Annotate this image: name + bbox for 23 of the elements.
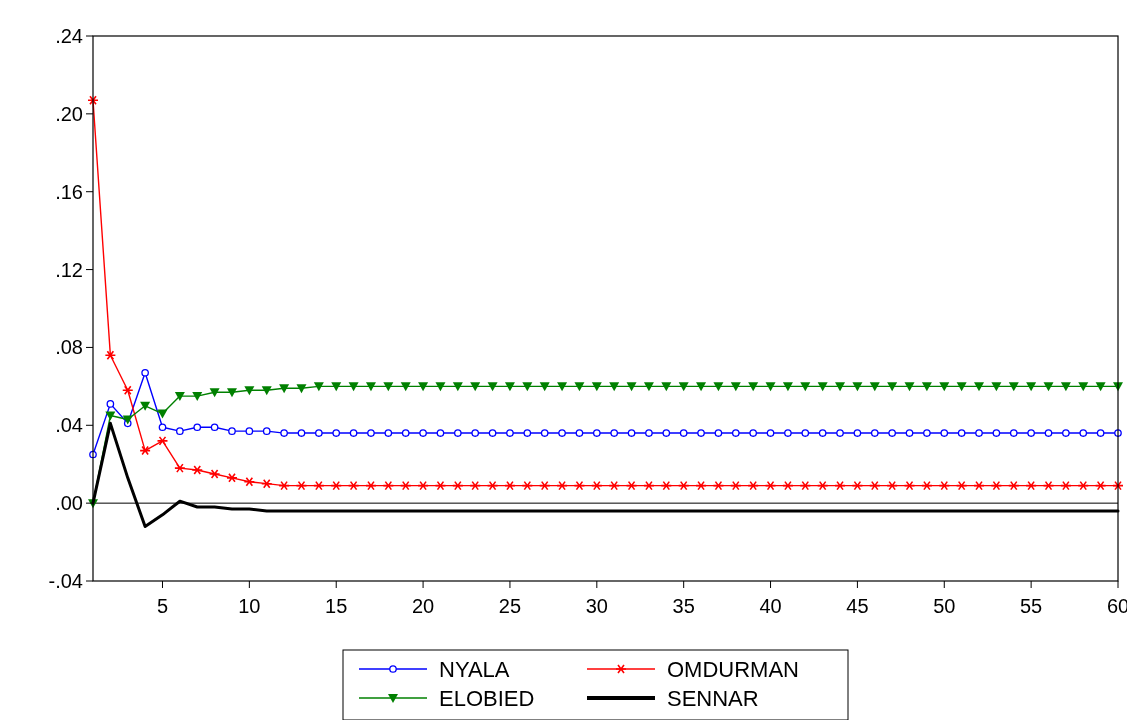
legend-label: OMDURMAN (667, 656, 799, 682)
x-tick-label: 30 (585, 595, 608, 617)
x-tick-label: 15 (325, 595, 348, 617)
y-tick-label: .08 (55, 336, 83, 359)
x-tick-label: 5 (156, 595, 169, 617)
x-tick-label: 40 (759, 595, 782, 617)
legend-label: NYALA (439, 656, 510, 682)
legend-label: SENNAR (667, 685, 759, 711)
x-tick-label: 45 (846, 595, 869, 617)
x-tick-label: 50 (933, 595, 956, 617)
y-tick-label: .20 (55, 102, 83, 125)
x-tick-label: 55 (1020, 595, 1043, 617)
y-tick-label: .16 (55, 180, 83, 203)
legend-label: ELOBIED (439, 685, 535, 711)
y-tick-label: .04 (55, 414, 83, 437)
y-tick-label: .24 (55, 25, 83, 47)
x-tick-label: 35 (672, 595, 695, 617)
x-tick-label: 10 (238, 595, 261, 617)
y-tick-label: -.04 (48, 570, 83, 592)
x-tick-label: 25 (498, 595, 522, 617)
y-tick-label: .00 (55, 492, 83, 515)
x-tick-label: 20 (411, 595, 435, 617)
y-tick-label: .12 (55, 258, 83, 281)
